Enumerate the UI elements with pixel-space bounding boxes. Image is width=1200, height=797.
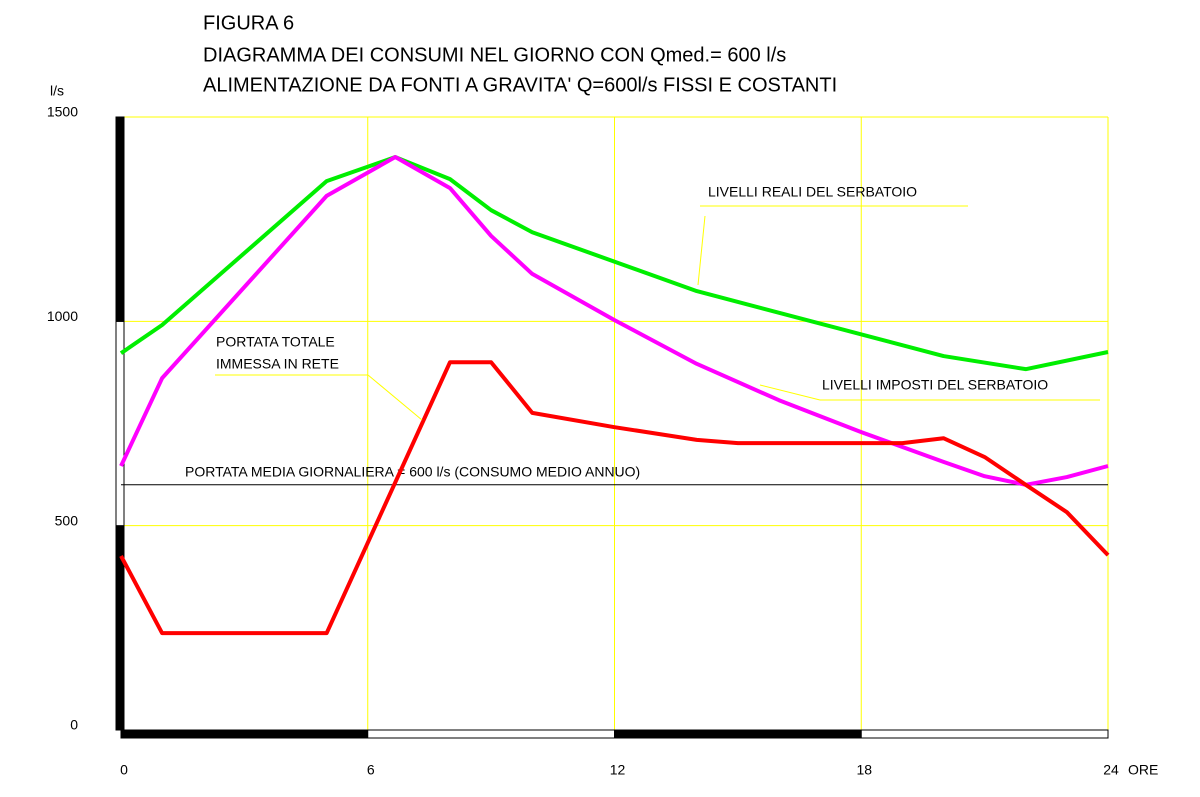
x-axis-bar	[120, 729, 369, 739]
line-series	[119, 155, 1109, 487]
y-tick-label: 0	[70, 717, 78, 733]
series-label: PORTATA TOTALE	[216, 334, 335, 350]
x-tick-label: 24	[1103, 762, 1119, 778]
x-tick-label: 12	[610, 762, 626, 778]
chart-title: FIGURA 6	[203, 12, 294, 34]
chart-title: ALIMENTAZIONE DA FONTI A GRAVITA' Q=600l…	[203, 74, 837, 96]
x-axis-bar	[614, 729, 862, 739]
y-tick-label: 1000	[47, 308, 78, 324]
reference-label: PORTATA MEDIA GIORNALIERA = 600 l/s (CON…	[185, 464, 640, 480]
x-tick-label: 6	[367, 762, 375, 778]
annotation-leader	[759, 384, 821, 401]
series-label: IMMESSA IN RETE	[216, 356, 339, 372]
y-axis-label: l/s	[50, 83, 64, 99]
line-series	[119, 155, 1109, 372]
x-tick-label: 0	[120, 762, 128, 778]
x-axis-bar	[367, 729, 615, 739]
line-series	[119, 360, 1110, 636]
annotation-leader	[697, 215, 706, 286]
series-label: LIVELLI IMPOSTI DEL SERBATOIO	[822, 377, 1048, 393]
y-tick-label: 500	[55, 512, 79, 528]
x-axis-bar	[860, 729, 1109, 739]
annotation-leader	[367, 374, 423, 421]
y-tick-label: 1500	[47, 104, 78, 120]
chart-title: DIAGRAMMA DEI CONSUMI NEL GIORNO CON Qme…	[203, 44, 786, 66]
x-axis-label: ORE	[1128, 762, 1158, 778]
y-axis-bar	[115, 116, 125, 322]
series-label: LIVELLI REALI DEL SERBATOIO	[708, 184, 917, 200]
x-tick-label: 18	[856, 762, 872, 778]
